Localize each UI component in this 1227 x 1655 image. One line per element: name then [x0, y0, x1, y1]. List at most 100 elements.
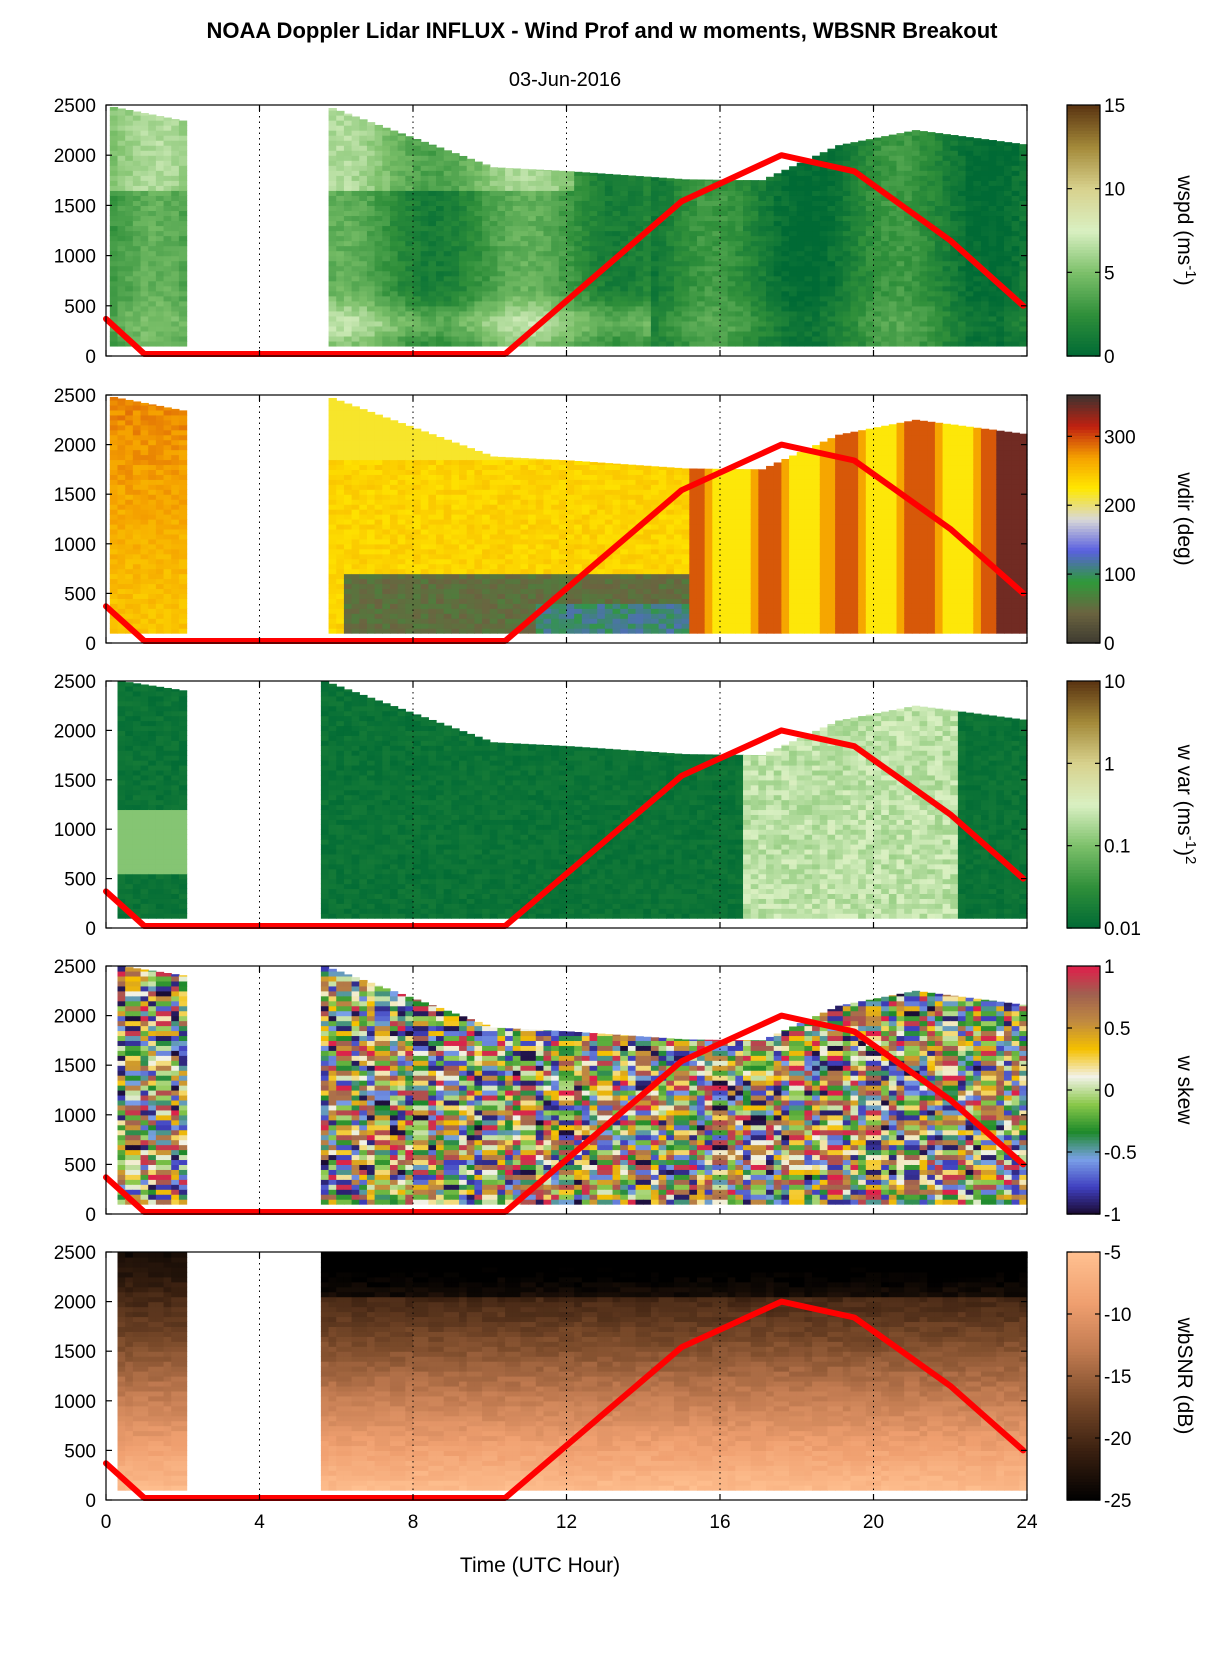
heatmap-cell — [874, 301, 882, 307]
heatmap-cell — [797, 236, 805, 242]
heatmap-cell — [444, 241, 452, 247]
heatmap-cell — [820, 185, 828, 191]
heatmap-cell — [889, 220, 897, 226]
heatmap-cell — [789, 190, 797, 196]
heatmap-cell — [528, 180, 536, 186]
heatmap-cell — [336, 415, 344, 421]
heatmap-cell — [536, 215, 544, 221]
heatmap-cell — [996, 150, 1004, 156]
heatmap-cell — [110, 110, 118, 116]
heatmap-cell — [451, 225, 459, 231]
heatmap-cell — [904, 271, 912, 277]
heatmap-cell — [118, 135, 126, 141]
heatmap-cell — [973, 246, 981, 252]
heatmap-cell — [582, 172, 590, 176]
heatmap-cell — [390, 593, 398, 599]
heatmap-cell — [697, 215, 705, 221]
heatmap-cell — [789, 185, 797, 191]
heatmap-cell — [110, 474, 118, 480]
heatmap-cell — [797, 210, 805, 216]
heatmap-cell — [164, 155, 172, 161]
heatmap-cell — [582, 251, 590, 257]
heatmap-cell — [329, 544, 337, 550]
heatmap-cell — [758, 286, 766, 292]
heatmap-cell — [797, 321, 805, 327]
heatmap-cell — [133, 170, 141, 176]
heatmap-cell — [344, 251, 352, 257]
heatmap-cell — [467, 165, 475, 171]
heatmap-cell — [359, 276, 367, 282]
heatmap-cell — [436, 326, 444, 332]
heatmap-cell — [133, 120, 141, 126]
heatmap-cell — [367, 623, 375, 629]
heatmap-cell — [133, 474, 141, 480]
heatmap-cell — [344, 564, 352, 570]
heatmap-cell — [613, 190, 621, 196]
heatmap-cell — [413, 150, 421, 156]
heatmap-cell — [827, 155, 835, 161]
heatmap-cell — [835, 321, 843, 327]
heatmap-cell — [551, 276, 559, 282]
heatmap-cell — [520, 195, 528, 201]
heatmap-cell — [329, 195, 337, 201]
heatmap-cell — [973, 271, 981, 277]
heatmap-cell — [156, 125, 164, 131]
heatmap-cell — [497, 200, 505, 206]
heatmap-cell — [850, 296, 858, 302]
heatmap-cell — [590, 336, 598, 342]
heatmap-cell — [118, 474, 126, 480]
heatmap-cell — [359, 215, 367, 221]
heatmap-cell — [889, 326, 897, 332]
heatmap-cell — [551, 296, 559, 302]
heatmap-cell — [171, 514, 179, 520]
heatmap-cell — [118, 598, 126, 604]
heatmap-cell — [643, 256, 651, 262]
heatmap-cell — [359, 271, 367, 277]
heatmap-cell — [712, 336, 720, 342]
heatmap-cell — [1019, 180, 1027, 186]
heatmap-cell — [613, 301, 621, 307]
heatmap-cell — [352, 185, 360, 191]
heatmap-cell — [352, 205, 360, 211]
heatmap-cell — [367, 574, 375, 580]
heatmap-cell — [474, 200, 482, 206]
heatmap-cell — [950, 160, 958, 166]
heatmap-cell — [171, 464, 179, 470]
heatmap-cell — [444, 246, 452, 252]
heatmap-cell — [520, 276, 528, 282]
heatmap-cell — [620, 336, 628, 342]
heatmap-cell — [125, 479, 133, 485]
heatmap-cell — [682, 336, 690, 342]
heatmap-cell — [118, 588, 126, 594]
heatmap-cell — [156, 220, 164, 226]
heatmap-cell — [597, 246, 605, 252]
heatmap-cell — [958, 210, 966, 216]
heatmap-cell — [133, 220, 141, 226]
heatmap-cell — [148, 231, 156, 237]
heatmap-cell — [559, 316, 567, 322]
heatmap-cell — [636, 301, 644, 307]
heatmap-cell — [989, 220, 997, 226]
heatmap-cell — [367, 415, 375, 421]
heatmap-cell — [605, 174, 613, 176]
heatmap-cell — [827, 271, 835, 277]
heatmap-cell — [125, 286, 133, 292]
heatmap-cell — [758, 180, 766, 186]
heatmap-cell — [620, 205, 628, 211]
heatmap-cell — [118, 398, 126, 400]
heatmap-cell — [590, 200, 598, 206]
heatmap-cell — [628, 316, 636, 322]
heatmap-cell — [850, 301, 858, 307]
heatmap-cell — [743, 291, 751, 297]
heatmap-cell — [118, 110, 126, 116]
heatmap-cell — [133, 499, 141, 505]
heatmap-cell — [551, 241, 559, 247]
heatmap-cell — [682, 311, 690, 317]
heatmap-cell — [164, 407, 172, 410]
heatmap-cell — [382, 445, 390, 451]
heatmap-cell — [367, 598, 375, 604]
heatmap-cell — [164, 455, 172, 461]
heatmap-cell — [989, 246, 997, 252]
heatmap-cell — [536, 180, 544, 186]
heatmap-cell — [912, 286, 920, 292]
